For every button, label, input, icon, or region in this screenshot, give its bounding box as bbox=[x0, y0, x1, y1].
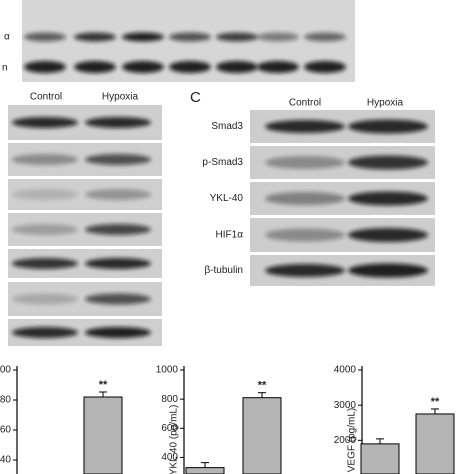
blot-band bbox=[85, 154, 151, 165]
row-label: Smad3 bbox=[211, 121, 243, 132]
blot-band bbox=[122, 32, 164, 42]
y-tick-label: 60 bbox=[0, 425, 11, 436]
blot-band bbox=[12, 154, 78, 165]
blot-band bbox=[74, 32, 116, 42]
blot-band bbox=[12, 293, 78, 305]
blot-band bbox=[169, 32, 211, 42]
significance-label: ** bbox=[258, 380, 267, 392]
blot-band bbox=[265, 120, 345, 133]
y-tick-label: 600 bbox=[161, 423, 178, 434]
blot-band bbox=[265, 264, 345, 277]
blot-band bbox=[85, 117, 151, 128]
blot-band bbox=[85, 224, 151, 235]
column-label: Hypoxia bbox=[367, 98, 404, 109]
row-label: n bbox=[2, 63, 8, 74]
blot-band bbox=[257, 61, 299, 73]
column-label: Control bbox=[30, 92, 62, 103]
blot-band bbox=[304, 61, 346, 73]
y-tick-label: 2000 bbox=[334, 435, 357, 446]
y-axis-label: YKL-40 (pg/mL) bbox=[169, 405, 180, 474]
blot-band bbox=[85, 258, 151, 269]
blot-band bbox=[265, 192, 345, 205]
blot-band bbox=[348, 191, 428, 206]
blot-band bbox=[348, 155, 428, 170]
y-tick-label: 4000 bbox=[334, 365, 357, 376]
significance-label: ** bbox=[431, 396, 440, 408]
blot-band bbox=[304, 32, 346, 42]
blot-band bbox=[85, 189, 151, 200]
bar bbox=[242, 397, 282, 474]
blot-band bbox=[257, 32, 299, 42]
blot-band bbox=[12, 117, 78, 128]
blot-band bbox=[122, 61, 164, 73]
bar bbox=[360, 443, 400, 474]
blot-band bbox=[265, 156, 345, 169]
blot-band bbox=[74, 61, 116, 73]
blot-band bbox=[85, 293, 151, 305]
y-tick-label: 400 bbox=[161, 452, 178, 463]
column-label: Control bbox=[289, 98, 321, 109]
y-axis-label: VEGF (pg/mL) bbox=[347, 408, 358, 472]
blot-band bbox=[216, 32, 258, 42]
row-label: p-Smad3 bbox=[202, 157, 243, 168]
blot-band bbox=[348, 263, 428, 278]
row-label: β-tubulin bbox=[204, 265, 243, 276]
blot-band bbox=[12, 327, 78, 338]
row-label: HIF1α bbox=[216, 230, 244, 241]
blot-band bbox=[12, 224, 78, 235]
y-tick-label: 1000 bbox=[156, 365, 179, 376]
blot-band bbox=[24, 61, 66, 73]
y-tick-label: 40 bbox=[0, 455, 11, 466]
row-label: YKL-40 bbox=[210, 193, 244, 204]
y-tick-label: 800 bbox=[161, 394, 178, 405]
blot-band bbox=[348, 228, 428, 242]
y-tick-label: 80 bbox=[0, 395, 11, 406]
blot-band bbox=[24, 32, 66, 42]
column-label: Hypoxia bbox=[102, 92, 139, 103]
blot-band bbox=[169, 61, 211, 73]
blot-band bbox=[265, 228, 345, 242]
blot-band bbox=[85, 327, 151, 338]
y-tick-label: 3000 bbox=[334, 400, 357, 411]
blot-band bbox=[12, 189, 78, 200]
row-label: α bbox=[4, 32, 10, 43]
blot-band bbox=[348, 119, 428, 134]
panel-letter: C bbox=[190, 89, 201, 106]
y-tick-label: 100 bbox=[0, 365, 11, 376]
blot-band bbox=[12, 258, 78, 269]
bar bbox=[83, 396, 123, 474]
bar bbox=[185, 467, 225, 474]
bar bbox=[415, 413, 455, 474]
blot-band bbox=[216, 61, 258, 73]
significance-label: ** bbox=[99, 379, 108, 391]
